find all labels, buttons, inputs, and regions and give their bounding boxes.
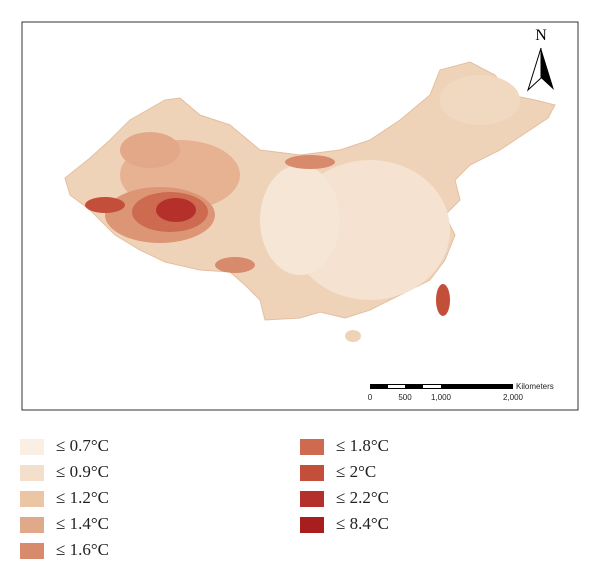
island [345, 330, 361, 342]
island [436, 284, 450, 316]
scale-label: 2,000 [503, 393, 524, 402]
legend-label: ≤ 1.2°C [56, 488, 109, 507]
region [156, 198, 196, 222]
legend-swatch [300, 517, 324, 533]
north-arrow: N [526, 27, 554, 92]
legend-label: ≤ 2.2°C [336, 488, 389, 507]
legend: ≤ 0.7°C ≤ 0.9°C ≤ 1.2°C ≤ 1.4°C ≤ 1.6°C ≤ 1.8… [20, 436, 389, 559]
legend-label: ≤ 1.6°C [56, 540, 109, 559]
legend-swatch [20, 543, 44, 559]
legend-swatch [20, 465, 44, 481]
map [64, 61, 556, 342]
legend-label: ≤ 0.9°C [56, 462, 109, 481]
scale-bar: 0 500 1,000 2,000 Kilometers [368, 382, 554, 402]
legend-swatch [300, 439, 324, 455]
legend-label: ≤ 8.4°C [336, 514, 389, 533]
scale-bar-seg [388, 385, 405, 388]
scale-label: 1,000 [431, 393, 452, 402]
north-label: N [535, 27, 547, 44]
legend-swatch [20, 517, 44, 533]
region [285, 155, 335, 169]
legend-label: ≤ 1.4°C [56, 514, 109, 533]
legend-swatch [20, 491, 44, 507]
legend-swatch [300, 491, 324, 507]
legend-label: ≤ 1.8°C [336, 436, 389, 455]
scale-label: 500 [398, 393, 412, 402]
scale-bar-seg [423, 385, 441, 388]
arrow-right [541, 48, 554, 90]
legend-swatch [300, 465, 324, 481]
legend-swatch [20, 439, 44, 455]
region [120, 132, 180, 168]
region [440, 75, 520, 125]
legend-label: ≤ 2°C [336, 462, 376, 481]
region [215, 257, 255, 273]
region [85, 197, 125, 213]
scale-label: 0 [368, 393, 373, 402]
legend-label: ≤ 0.7°C [56, 436, 109, 455]
scale-bar-body [370, 384, 513, 389]
region [260, 165, 340, 275]
scale-unit: Kilometers [516, 382, 554, 391]
